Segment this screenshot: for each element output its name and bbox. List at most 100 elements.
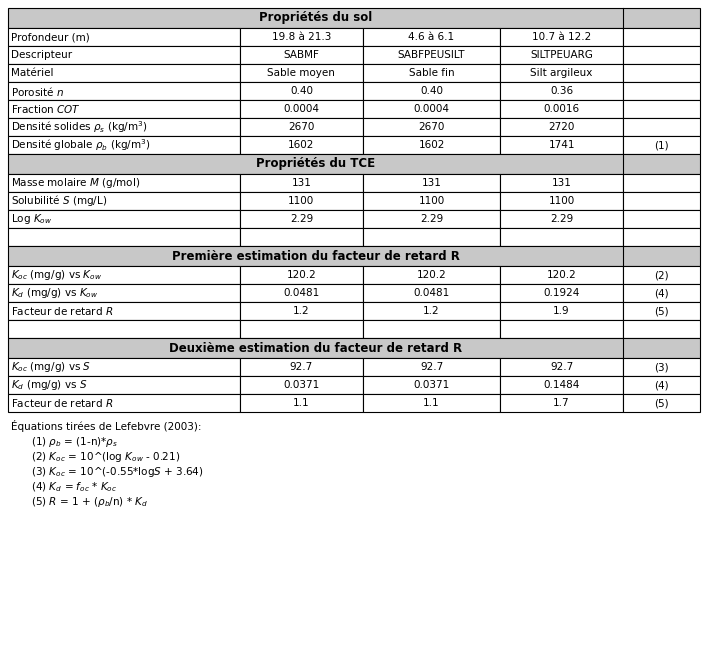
Bar	[240, 284, 363, 302]
Bar	[623, 320, 700, 338]
Text: SABFPEUSILT: SABFPEUSILT	[398, 50, 465, 60]
Bar	[8, 64, 240, 82]
Text: (2): (2)	[654, 270, 669, 280]
Text: Première estimation du facteur de retard R: Première estimation du facteur de retard…	[171, 249, 459, 263]
Bar	[8, 28, 240, 46]
Bar	[623, 394, 700, 412]
Text: 0.0004: 0.0004	[413, 104, 450, 114]
Text: 2670: 2670	[288, 122, 314, 132]
Text: Silt argileux: Silt argileux	[530, 68, 593, 78]
Bar	[240, 64, 363, 82]
Bar	[8, 266, 240, 284]
Bar	[363, 284, 500, 302]
Text: 1.1: 1.1	[423, 398, 440, 408]
Bar	[623, 284, 700, 302]
Text: Densité solides $\rho_s$ (kg/m$^3$): Densité solides $\rho_s$ (kg/m$^3$)	[11, 119, 147, 135]
Bar	[8, 228, 240, 246]
Text: 2.29: 2.29	[550, 214, 573, 224]
Text: 92.7: 92.7	[290, 362, 313, 372]
Text: 1.9: 1.9	[553, 306, 570, 316]
Text: Densité globale $\rho_b$ (kg/m$^3$): Densité globale $\rho_b$ (kg/m$^3$)	[11, 137, 151, 153]
Text: SABMF: SABMF	[283, 50, 319, 60]
Bar	[240, 376, 363, 394]
Text: 0.0371: 0.0371	[283, 380, 319, 390]
Text: 1602: 1602	[418, 140, 445, 150]
Text: 1100: 1100	[288, 196, 314, 206]
Text: Facteur de retard $R$: Facteur de retard $R$	[11, 397, 113, 409]
Text: 0.40: 0.40	[290, 86, 313, 96]
Text: 0.1924: 0.1924	[544, 288, 580, 298]
Text: (4): (4)	[654, 288, 669, 298]
Text: 1100: 1100	[549, 196, 575, 206]
Bar	[363, 266, 500, 284]
Text: $K_{oc}$ (mg/g) vs $K_{ow}$: $K_{oc}$ (mg/g) vs $K_{ow}$	[11, 268, 102, 282]
Text: (3) $K_{oc}$ = 10^(-0.55*log$S$ + 3.64): (3) $K_{oc}$ = 10^(-0.55*log$S$ + 3.64)	[31, 465, 204, 479]
Bar	[363, 376, 500, 394]
Bar	[623, 82, 700, 100]
Text: Propriétés du sol: Propriétés du sol	[259, 11, 372, 24]
Bar	[500, 210, 623, 228]
Bar	[623, 210, 700, 228]
Bar	[623, 100, 700, 118]
Bar	[240, 100, 363, 118]
Text: 1100: 1100	[418, 196, 445, 206]
Text: $K_{oc}$ (mg/g) vs $S$: $K_{oc}$ (mg/g) vs $S$	[11, 360, 91, 374]
Text: 2720: 2720	[549, 122, 575, 132]
Text: (1) $\rho_b$ = (1-n)*$\rho_s$: (1) $\rho_b$ = (1-n)*$\rho_s$	[31, 435, 118, 449]
Text: Sable fin: Sable fin	[409, 68, 455, 78]
Bar	[623, 192, 700, 210]
Text: 92.7: 92.7	[550, 362, 573, 372]
Bar	[363, 118, 500, 136]
Text: Matériel: Matériel	[11, 68, 54, 78]
Bar	[623, 174, 700, 192]
Text: 2.29: 2.29	[420, 214, 443, 224]
Text: Porosité $n$: Porosité $n$	[11, 84, 64, 98]
Text: 0.0371: 0.0371	[413, 380, 450, 390]
Bar	[8, 210, 240, 228]
Text: 1.1: 1.1	[293, 398, 309, 408]
Bar	[500, 192, 623, 210]
Text: Équations tirées de Lefebvre (2003):: Équations tirées de Lefebvre (2003):	[11, 420, 202, 432]
Bar	[623, 118, 700, 136]
Bar	[8, 376, 240, 394]
Bar	[363, 136, 500, 154]
Bar	[500, 284, 623, 302]
Bar	[623, 358, 700, 376]
Bar	[8, 192, 240, 210]
Text: (1): (1)	[654, 140, 669, 150]
Text: Propriétés du TCE: Propriétés du TCE	[256, 158, 375, 170]
Text: 120.2: 120.2	[547, 270, 576, 280]
Bar	[623, 266, 700, 284]
Text: 120.2: 120.2	[416, 270, 446, 280]
Bar	[623, 46, 700, 64]
Text: 131: 131	[421, 178, 442, 188]
Bar	[500, 174, 623, 192]
Text: 1741: 1741	[549, 140, 575, 150]
Bar	[623, 302, 700, 320]
Text: (3): (3)	[654, 362, 669, 372]
Text: 131: 131	[292, 178, 312, 188]
Text: (4): (4)	[654, 380, 669, 390]
Bar	[500, 394, 623, 412]
Bar	[363, 82, 500, 100]
Text: 10.7 à 12.2: 10.7 à 12.2	[532, 32, 591, 42]
Bar	[363, 394, 500, 412]
Bar	[240, 136, 363, 154]
Bar	[8, 100, 240, 118]
Text: Solubilité $S$ (mg/L): Solubilité $S$ (mg/L)	[11, 193, 108, 209]
Bar	[500, 228, 623, 246]
Bar	[363, 64, 500, 82]
Text: 2.29: 2.29	[290, 214, 313, 224]
Bar	[363, 100, 500, 118]
Text: 0.1484: 0.1484	[544, 380, 580, 390]
Text: 0.0004: 0.0004	[283, 104, 319, 114]
Bar	[623, 136, 700, 154]
Bar	[240, 358, 363, 376]
Bar	[500, 358, 623, 376]
Text: 4.6 à 6.1: 4.6 à 6.1	[409, 32, 455, 42]
Bar	[8, 118, 240, 136]
Bar	[500, 302, 623, 320]
Bar	[363, 192, 500, 210]
Bar	[623, 64, 700, 82]
Text: (4) $K_d$ = $f_{oc}$ * $K_{oc}$: (4) $K_d$ = $f_{oc}$ * $K_{oc}$	[31, 480, 118, 494]
